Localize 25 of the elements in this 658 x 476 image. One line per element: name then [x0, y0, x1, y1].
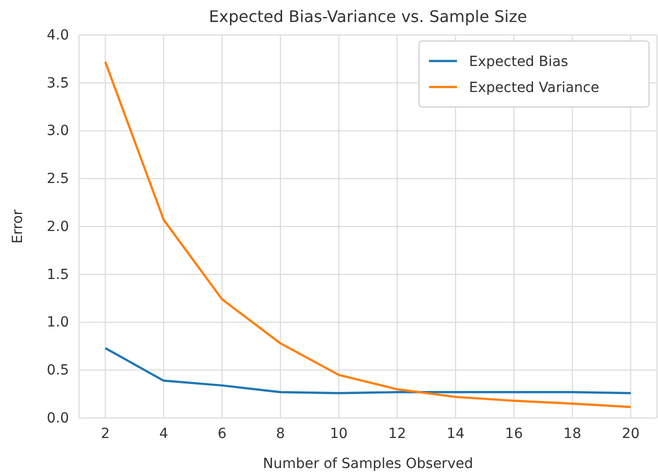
legend-label: Expected Variance — [469, 80, 600, 96]
y-tick-label: 3.0 — [46, 123, 69, 140]
x-tick-label: 10 — [330, 426, 348, 442]
y-tick-label: 0.0 — [46, 410, 69, 426]
x-tick-label: 8 — [276, 426, 285, 442]
y-tick-label: 1.5 — [46, 266, 69, 283]
y-tick-label: 2.0 — [46, 218, 69, 235]
x-tick-label: 18 — [563, 426, 582, 442]
x-tick-label: 20 — [622, 426, 640, 442]
y-tick-label: 2.5 — [46, 171, 69, 188]
y-axis-title: Error — [10, 209, 26, 244]
y-tick-label: 3.5 — [46, 75, 69, 92]
line-series — [104, 347, 632, 394]
x-axis-title: Number of Samples Observed — [262, 456, 474, 472]
x-tick-label: 12 — [388, 426, 406, 442]
x-tick-label: 14 — [446, 426, 465, 442]
x-tick-label: 4 — [159, 426, 168, 442]
chart-title: Expected Bias-Variance vs. Sample Size — [208, 7, 528, 26]
y-tick-label: 0.5 — [46, 362, 69, 379]
x-tick-label: 6 — [218, 426, 227, 442]
legend-label: Expected Bias — [469, 54, 568, 70]
y-tick-label: 4.0 — [46, 27, 69, 44]
y-tick-label: 1.0 — [46, 314, 69, 331]
x-tick-label: 2 — [100, 426, 110, 442]
x-tick-label: 16 — [505, 426, 523, 442]
